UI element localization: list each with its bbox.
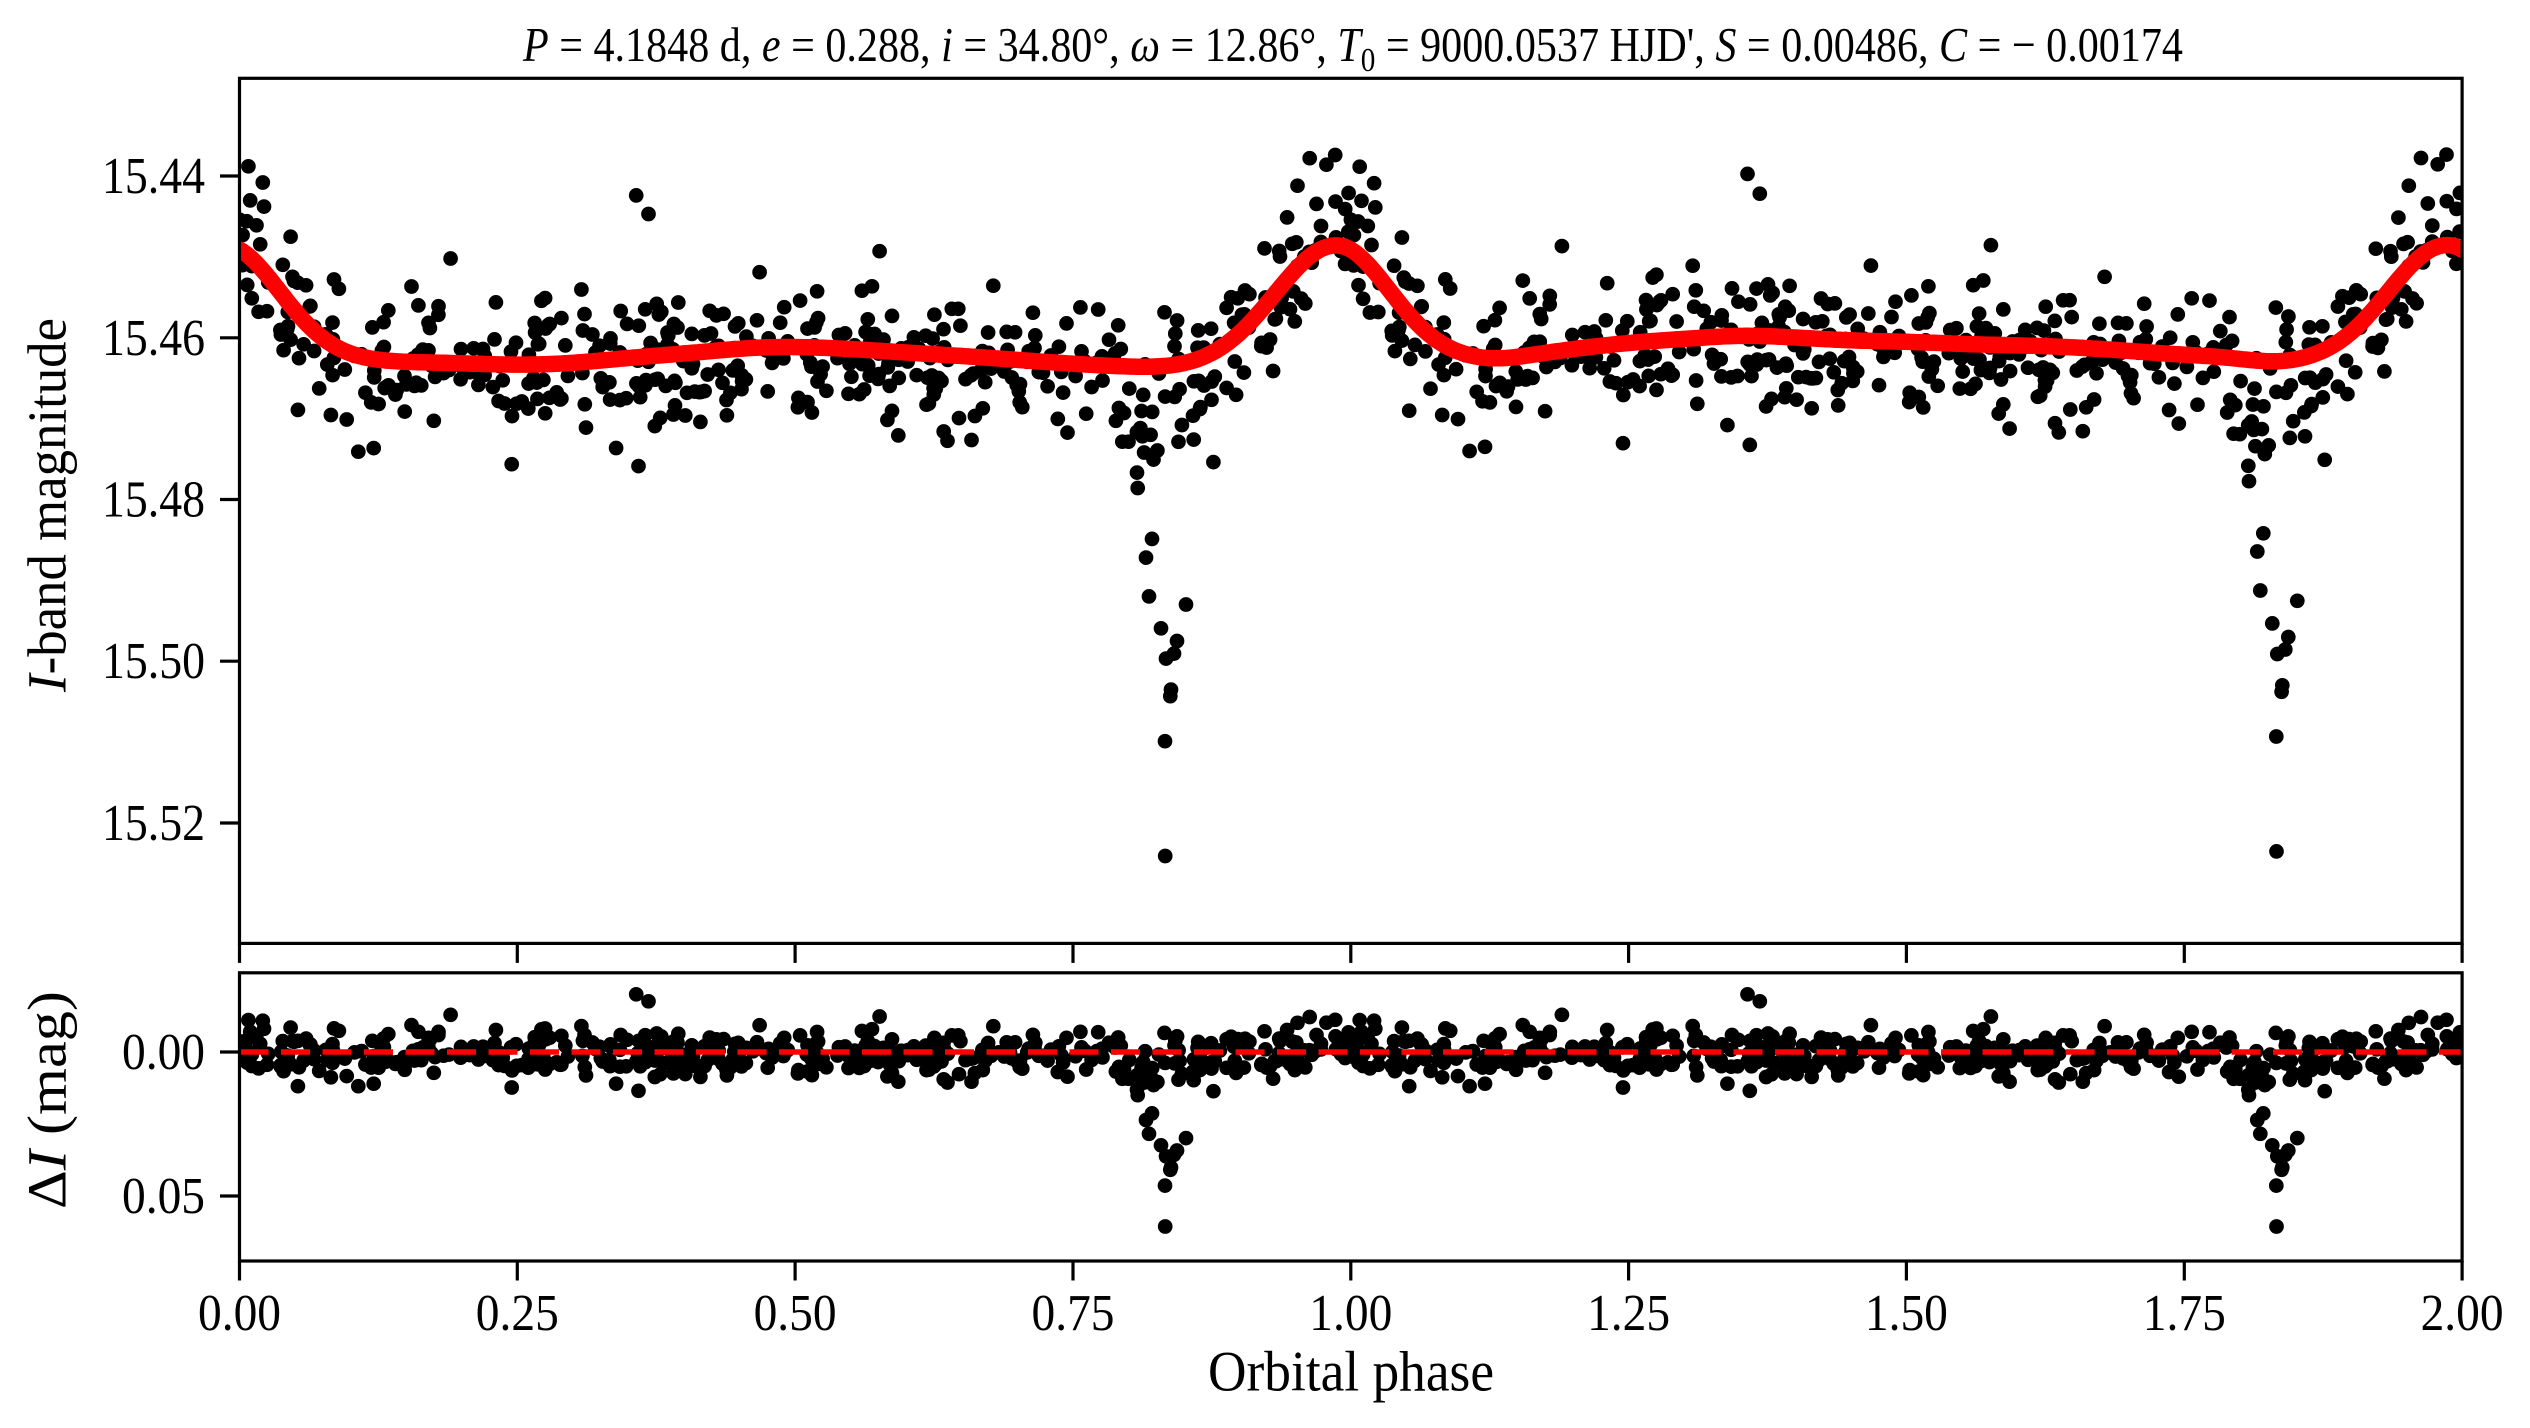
- svg-text:I-band magnitude: I-band magnitude: [17, 318, 78, 693]
- svg-text:ΔI (mag): ΔI (mag): [17, 991, 78, 1209]
- svg-text:0.25: 0.25: [476, 1285, 559, 1342]
- svg-text:15.44: 15.44: [102, 148, 205, 205]
- svg-text:1.25: 1.25: [1587, 1285, 1670, 1342]
- svg-text:1.50: 1.50: [1865, 1285, 1948, 1342]
- svg-text:P = 4.1848 d, e = 0.288, i = 3: P = 4.1848 d, e = 0.288, i = 34.80°, ω =…: [522, 17, 2183, 79]
- svg-text:15.50: 15.50: [102, 633, 205, 690]
- svg-text:15.46: 15.46: [102, 310, 205, 367]
- svg-text:0.50: 0.50: [754, 1285, 837, 1342]
- svg-text:15.48: 15.48: [102, 472, 205, 529]
- svg-text:0.05: 0.05: [122, 1168, 205, 1225]
- svg-text:15.52: 15.52: [102, 795, 205, 852]
- svg-text:2.00: 2.00: [2421, 1285, 2504, 1342]
- svg-text:1.75: 1.75: [2143, 1285, 2226, 1342]
- svg-text:0.00: 0.00: [122, 1024, 205, 1081]
- svg-text:Orbital phase: Orbital phase: [1208, 1341, 1494, 1404]
- svg-text:1.00: 1.00: [1309, 1285, 1392, 1342]
- svg-text:0.00: 0.00: [198, 1285, 281, 1342]
- svg-text:0.75: 0.75: [1032, 1285, 1115, 1342]
